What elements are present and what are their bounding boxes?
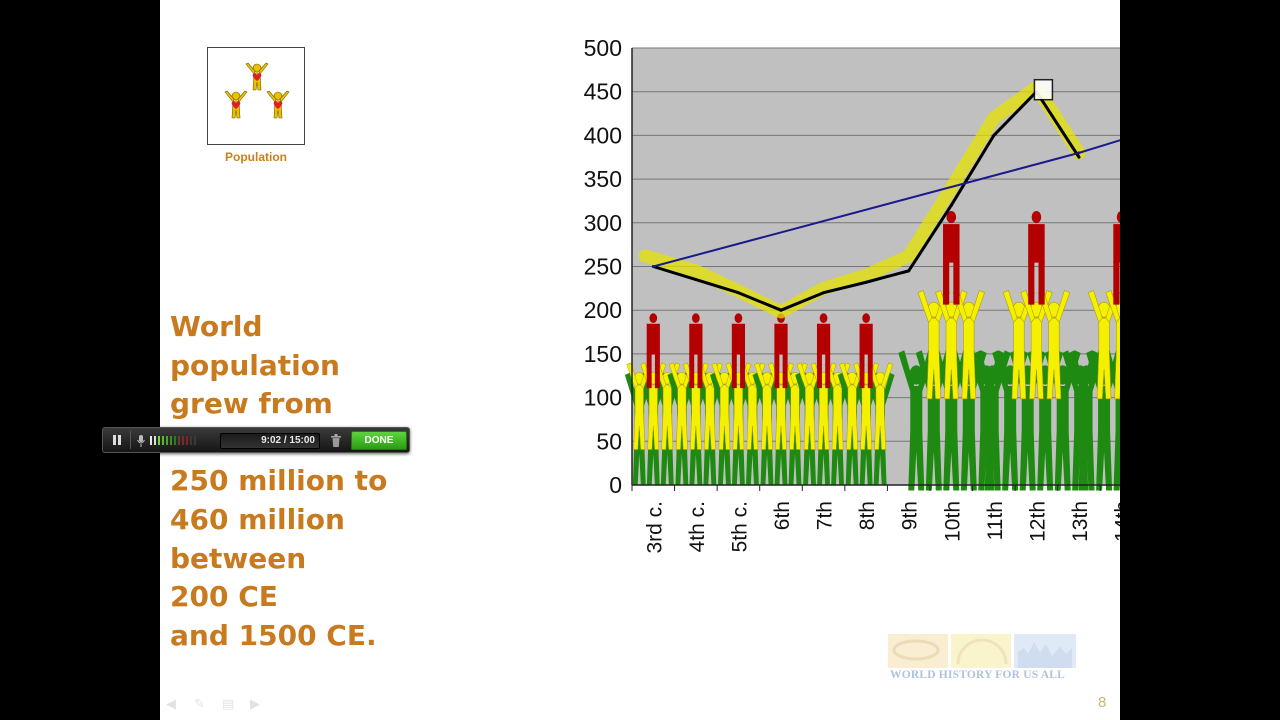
population-people-icon <box>224 62 290 119</box>
microphone-icon <box>137 435 145 447</box>
cursor-marker <box>1033 78 1054 101</box>
x-tick-label: 13th <box>1069 501 1092 542</box>
data-point <box>864 280 868 284</box>
pause-button[interactable] <box>108 431 126 449</box>
audio-level-meter <box>150 436 196 445</box>
slide-body-text: World population grew from about 250 mil… <box>170 308 402 655</box>
y-tick-label: 400 <box>584 122 622 148</box>
recorder-toolbar: 9:02 / 15:00 DONE <box>102 427 410 453</box>
y-tick-label: 500 <box>584 35 622 61</box>
data-point <box>949 203 953 207</box>
text-line: 200 CE <box>170 580 278 614</box>
y-tick-label: 250 <box>584 254 622 280</box>
slide: Population World population grew from ab… <box>160 0 1120 720</box>
x-tick-label: 8th <box>856 501 879 530</box>
x-tick-label: 4th c. <box>686 501 709 552</box>
series-line <box>653 139 1120 268</box>
x-tick-label: 9th <box>899 501 922 530</box>
y-tick-label: 450 <box>584 79 622 105</box>
data-point <box>1077 151 1081 155</box>
data-point <box>779 308 783 312</box>
y-tick-label: 350 <box>584 166 622 192</box>
y-tick-label: 0 <box>609 472 622 498</box>
toolbar-divider <box>130 431 131 449</box>
y-tick-label: 150 <box>584 341 622 367</box>
x-tick-label: 7th <box>814 501 837 530</box>
page-number: 8 <box>1098 694 1107 711</box>
data-point <box>907 269 911 273</box>
text-line: grew from <box>170 387 333 421</box>
x-tick-label: 14th <box>1112 501 1120 542</box>
x-tick-label: 11th <box>984 501 1007 540</box>
world-history-logo <box>888 634 1076 668</box>
data-point <box>1077 155 1081 159</box>
x-tick-label: 10th <box>941 501 964 542</box>
logo-text: WORLD HISTORY FOR US ALL <box>890 669 1066 681</box>
x-tick-label: 5th c. <box>728 501 751 552</box>
x-tick-label: 3rd c. <box>643 501 666 554</box>
next-slide-icon[interactable]: ▶ <box>250 696 260 711</box>
done-button[interactable]: DONE <box>351 431 407 450</box>
population-chart: 0 50 100 150 200 250 300 350 400 450 500 3rd c. 4th… <box>584 35 1120 554</box>
text-line: and 1500 CE. <box>170 618 377 652</box>
data-point <box>694 278 698 282</box>
x-tick-label: 6th <box>771 501 794 530</box>
prev-slide-icon[interactable]: ◀ <box>166 696 176 711</box>
y-tick-label: 200 <box>584 297 622 323</box>
red-figure <box>1113 210 1120 305</box>
pen-icon[interactable]: ✎ <box>194 696 205 711</box>
data-point <box>736 291 740 295</box>
data-point <box>992 133 996 137</box>
text-line: 460 million <box>170 502 345 536</box>
population-icon <box>207 47 305 145</box>
recording-timer: 9:02 / 15:00 <box>220 433 320 449</box>
highlighter-stroke <box>638 80 1086 319</box>
y-tick-label: 100 <box>584 385 622 411</box>
trash-icon[interactable] <box>331 434 341 447</box>
icon-label: Population <box>225 150 287 164</box>
y-tick-label: 300 <box>584 210 622 236</box>
text-line: population <box>170 348 340 382</box>
x-tick-label: 12th <box>1026 501 1049 542</box>
text-line: 250 million to <box>170 464 388 498</box>
text-line: between <box>170 541 307 575</box>
data-point <box>651 265 655 268</box>
y-tick-label: 50 <box>596 428 622 454</box>
data-point <box>822 291 826 295</box>
slide-nav-controls: ◀ ✎ ▤ ▶ <box>166 696 268 711</box>
slide-menu-icon[interactable]: ▤ <box>222 696 235 711</box>
text-line: World <box>170 310 263 343</box>
